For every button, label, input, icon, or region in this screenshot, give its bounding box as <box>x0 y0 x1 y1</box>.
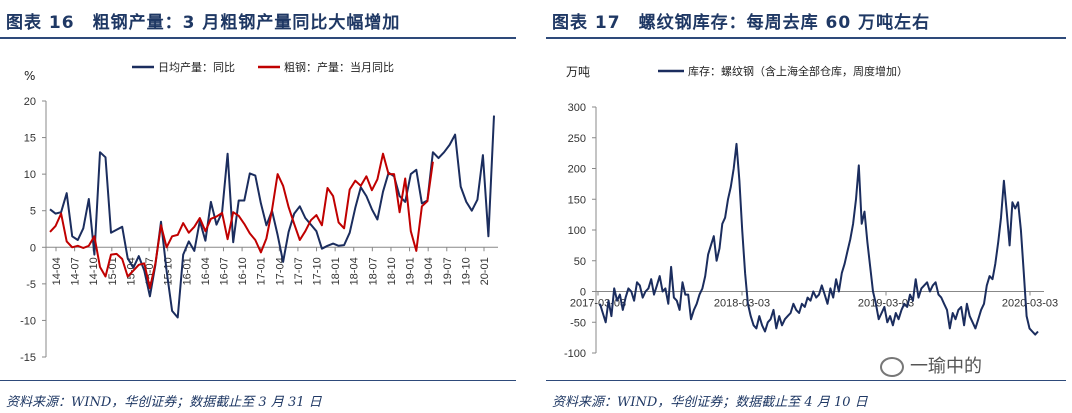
left-x-tick-label: 14-10 <box>88 257 100 285</box>
right-y-tick-label: 200 <box>568 164 586 176</box>
right-legend-label: 库存：螺纹钢（含上海全部仓库，周度增加） <box>688 64 908 78</box>
left-x-tick-label: 17-07 <box>293 257 305 285</box>
right-bottom-rule <box>546 380 1066 381</box>
right-source-note: 资料来源：WIND，华创证券；数据截止至 4 月 10 日 <box>552 395 868 410</box>
left-legend-label: 日均产量：同比 <box>158 60 235 74</box>
left-y-tick-label: 0 <box>30 242 36 254</box>
right-figure-title: 图表 17 螺纹钢库存：每周去库 60 万吨左右 <box>552 8 930 33</box>
left-y-tick-label: -5 <box>26 279 36 291</box>
left-figure-title: 图表 16 粗钢产量：3 月粗钢产量同比大幅增加 <box>6 8 400 33</box>
left-y-tick-label: 10 <box>24 169 36 181</box>
left-x-tick-label: 17-04 <box>274 257 286 285</box>
left-x-tick-label: 20-01 <box>479 257 491 285</box>
right-title-rule <box>546 37 1066 39</box>
left-x-tick-label: 16-04 <box>200 257 212 285</box>
wechat-icon <box>880 357 904 377</box>
right-x-tick-label: 2019-03-03 <box>858 298 914 310</box>
right-y-tick-label: 100 <box>568 225 586 237</box>
left-x-tick-label: 19-04 <box>423 257 435 285</box>
right-x-tick-label: 2020-03-03 <box>1002 298 1058 310</box>
left-bottom-rule <box>0 380 516 381</box>
left-x-tick-label: 16-07 <box>218 257 230 285</box>
left-title-rule <box>0 37 516 39</box>
right-y-tick-label: 50 <box>574 256 586 268</box>
left-x-tick-label: 18-04 <box>349 257 361 285</box>
left-x-tick-label: 14-04 <box>51 257 63 285</box>
right-y-tick-label: -50 <box>570 317 586 329</box>
right-x-tick-label: 2018-03-03 <box>714 298 770 310</box>
crude-steel-monthly-yoy-line <box>49 152 434 290</box>
left-x-tick-label: 18-10 <box>386 257 398 285</box>
left-y-tick-label: 15 <box>24 133 36 145</box>
right-y-tick-label: 150 <box>568 194 586 206</box>
left-y-tick-label: -10 <box>20 315 36 327</box>
left-y-tick-label: 20 <box>24 96 36 108</box>
left-y-tick-label: 5 <box>30 206 36 218</box>
left-figure-number: 图表 16 <box>6 13 75 33</box>
left-y-tick-label: -15 <box>20 352 36 364</box>
left-x-tick-label: 17-10 <box>312 257 324 285</box>
left-x-tick-label: 17-01 <box>256 257 268 285</box>
left-figure-title-text: 粗钢产量：3 月粗钢产量同比大幅增加 <box>92 13 401 33</box>
left-x-tick-label: 14-07 <box>70 257 82 285</box>
left-x-tick-label: 19-01 <box>405 257 417 285</box>
right-chart-panel: 图表 17 螺纹钢库存：每周去库 60 万吨左右 -100 -50 0 50 100 150… <box>546 0 1072 413</box>
watermark-text: 一瑜中的 <box>910 356 982 377</box>
left-x-tick-label: 16-10 <box>237 257 249 285</box>
daily-output-yoy-line <box>49 115 495 319</box>
right-figure-number: 图表 17 <box>552 13 621 33</box>
left-x-tick-label: 19-10 <box>460 257 472 285</box>
watermark: 一瑜中的 <box>880 352 982 378</box>
right-y-tick-label: 0 <box>580 287 586 299</box>
right-y-unit: 万吨 <box>566 65 590 79</box>
rebar-inventory-change-line <box>599 142 1039 336</box>
right-y-tick-label: -100 <box>564 348 586 360</box>
left-x-tick-label: 18-01 <box>330 257 342 285</box>
right-figure-title-text: 螺纹钢库存：每周去库 60 万吨左右 <box>638 13 931 33</box>
left-x-tick-label: 16-01 <box>181 257 193 285</box>
left-x-tick-label: 19-07 <box>442 257 454 285</box>
right-y-tick-label: 300 <box>568 102 586 114</box>
left-y-unit: % <box>24 69 35 83</box>
left-legend-label: 粗钢：产量：当月同比 <box>284 60 394 74</box>
left-source-note: 资料来源：WIND，华创证券；数据截止至 3 月 31 日 <box>6 395 322 410</box>
left-x-tick-label: 15-01 <box>107 257 119 285</box>
left-chart-panel: 图表 16 粗钢产量：3 月粗钢产量同比大幅增加 -15 -10 -5 0 5 10 15 20… <box>0 0 522 413</box>
right-y-tick-label: 250 <box>568 133 586 145</box>
left-x-tick-label: 18-07 <box>367 257 379 285</box>
